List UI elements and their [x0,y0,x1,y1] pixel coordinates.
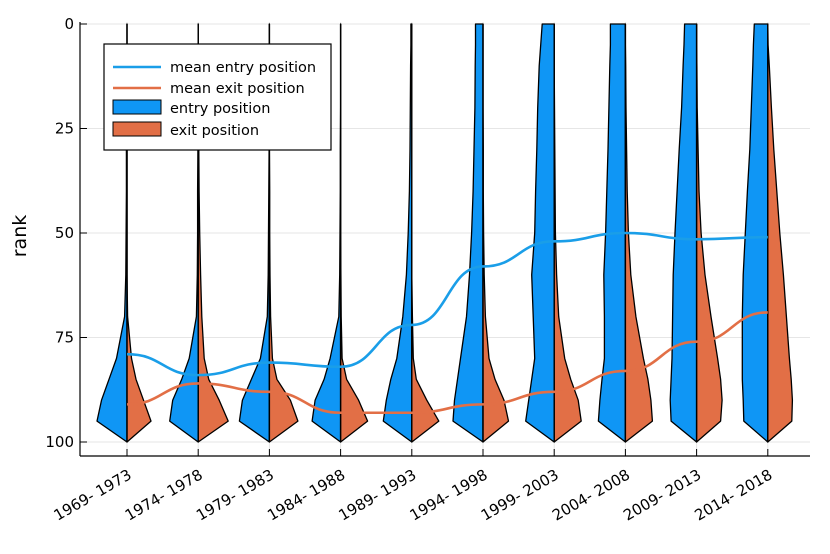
mean-entry-line [126,231,768,377]
y-axis-title: rank [9,215,31,258]
x-tick-label: 1974- 1978 [122,466,206,525]
x-tick-label: 1969- 1973 [51,466,135,525]
x-tick-label: 1984- 1988 [264,466,348,525]
x-tick-label: 2004- 2008 [549,466,633,525]
violin-entry-9 [669,23,698,443]
legend-swatch-exit [112,121,162,137]
violin-layer [96,23,794,443]
legend-label-entry: entry position [170,101,270,117]
legend: mean entry position mean exit position e… [103,43,332,151]
violin-entry-5 [382,23,413,443]
violin-entry-10 [741,23,769,443]
y-tick-label: 50 [55,224,74,242]
x-tick-label: 2009- 2013 [620,466,704,525]
mean-exit-line [126,311,768,415]
x-tick-label: 2014- 2018 [691,466,775,525]
x-tick-label: 1989- 1993 [335,466,419,525]
mean-lines-layer [126,231,768,415]
violin-entry-6 [452,23,484,443]
legend-swatch-entry [112,99,162,115]
x-tick-label: 1999- 2003 [478,466,562,525]
violin-entry-7 [525,23,555,443]
y-tick-label: 100 [45,433,74,451]
x-tick-label: 1979- 1983 [193,466,277,525]
legend-label-mean-entry: mean entry position [170,60,316,76]
y-tick-label: 25 [55,120,74,138]
y-tick-label: 0 [64,15,74,33]
violin-exit-10 [767,23,794,443]
legend-label-mean-exit: mean exit position [170,81,305,97]
legend-label-exit: exit position [170,123,259,139]
y-tick-label: 75 [55,329,74,347]
x-tick-label: 1994- 1998 [407,466,491,525]
